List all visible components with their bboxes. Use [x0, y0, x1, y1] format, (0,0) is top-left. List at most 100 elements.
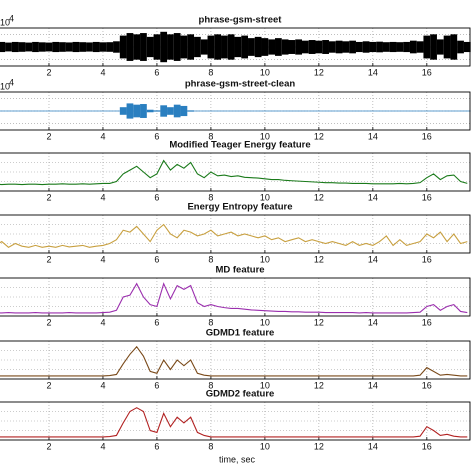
waveform-segment: [241, 35, 249, 59]
waveform-segment: [200, 110, 208, 112]
feature-line: [0, 282, 468, 314]
waveform-segment: [281, 39, 289, 55]
x-tick-label: 10: [260, 380, 270, 390]
x-tick-label: 4: [100, 441, 105, 451]
waveform-segment: [167, 107, 174, 115]
x-tick-label: 12: [314, 131, 324, 141]
waveform-segment: [45, 110, 53, 112]
waveform-segment: [194, 36, 201, 58]
x-tick-label: 8: [208, 67, 213, 77]
x-tick-label: 4: [100, 67, 105, 77]
x-tick-label: 2: [46, 131, 51, 141]
waveform-segment: [214, 110, 222, 112]
panel-title: phrase-gsm-street: [199, 15, 283, 26]
waveform-segment: [106, 110, 114, 112]
waveform-segment: [119, 107, 127, 115]
waveform-segment: [86, 110, 93, 112]
waveform-segment: [389, 41, 397, 53]
y-multiplier: 10: [0, 81, 10, 91]
waveform-segment: [423, 110, 431, 112]
waveform-segment: [436, 39, 444, 55]
waveform-segment: [362, 110, 370, 112]
waveform-segment: [72, 41, 80, 53]
waveform-segment: [457, 110, 464, 112]
x-tick-label: 6: [154, 317, 159, 327]
x-tick-label: 14: [368, 441, 378, 451]
waveform-segment: [301, 40, 309, 54]
waveform-segment: [349, 110, 356, 112]
waveform-segment: [59, 110, 66, 112]
waveform-segment: [140, 104, 147, 118]
waveform-segment: [450, 34, 458, 60]
waveform-segment: [308, 110, 316, 112]
waveform-segment: [187, 110, 195, 112]
waveform-segment: [322, 110, 329, 112]
waveform-segment: [288, 110, 296, 112]
waveform-segment: [194, 110, 201, 112]
x-tick-label: 16: [422, 441, 432, 451]
waveform-segment: [52, 110, 60, 112]
waveform-segment: [382, 42, 390, 52]
x-tick-label: 16: [422, 192, 432, 202]
waveform-segment: [409, 110, 417, 112]
x-tick-label: 14: [368, 254, 378, 264]
waveform-segment: [382, 110, 390, 112]
waveform-segment: [268, 110, 276, 112]
waveform-segment: [443, 110, 451, 112]
waveform-segment: [126, 33, 134, 61]
waveform-segment: [403, 110, 410, 112]
axes-box: [0, 91, 471, 131]
x-tick-label: 16: [422, 131, 432, 141]
waveform-segment: [376, 41, 383, 53]
x-tick-label: 14: [368, 317, 378, 327]
waveform-segment: [167, 34, 174, 60]
waveform-segment: [207, 110, 215, 112]
panel-title: GDMD1 feature: [206, 328, 275, 339]
waveform-segment: [5, 42, 12, 52]
waveform-segment: [0, 110, 6, 112]
x-tick-label: 6: [154, 441, 159, 451]
waveform-segment: [295, 110, 302, 112]
waveform-segment: [92, 41, 100, 53]
waveform-segment: [0, 41, 6, 53]
x-tick-label: 14: [368, 380, 378, 390]
waveform-segment: [315, 40, 323, 54]
waveform-segment: [153, 110, 161, 112]
waveform-segment: [59, 42, 66, 52]
waveform-segment: [430, 34, 437, 60]
waveform-segment: [18, 42, 26, 52]
waveform-segment: [72, 110, 80, 112]
waveform-segment: [389, 110, 397, 112]
waveform-segment: [227, 110, 235, 112]
x-tick-label: 10: [260, 67, 270, 77]
waveform-segment: [106, 42, 114, 52]
waveform-segment: [126, 103, 134, 119]
waveform-segment: [99, 110, 107, 112]
panel-title: phrase-gsm-street-clean: [185, 79, 296, 90]
x-tick-label: 12: [314, 192, 324, 202]
waveform-segment: [92, 110, 100, 112]
waveform-segment: [308, 40, 316, 54]
waveform-segment: [261, 110, 269, 112]
waveform-segment: [342, 41, 350, 53]
waveform-segment: [396, 42, 404, 52]
x-tick-label: 2: [46, 254, 51, 264]
x-tick-label: 10: [260, 131, 270, 141]
waveform-segment: [403, 41, 410, 53]
panel: Energy Entropy feature 2 4 6 8 10 12 14 16: [0, 202, 471, 264]
waveform-segment: [207, 35, 215, 59]
panel-title: MD feature: [215, 265, 264, 276]
waveform-segment: [416, 110, 424, 112]
waveform-segment: [11, 41, 19, 53]
x-tick-label: 16: [422, 380, 432, 390]
feature-line: [0, 159, 468, 186]
waveform-segment: [221, 35, 228, 59]
feature-line: [0, 345, 468, 377]
axes-box: [0, 152, 471, 192]
waveform-segment: [275, 38, 282, 56]
waveform-segment: [133, 34, 141, 60]
x-tick-label: 6: [154, 131, 159, 141]
waveform-segment: [65, 42, 73, 52]
axes-box: [0, 214, 471, 254]
x-tick-label: 8: [208, 441, 213, 451]
